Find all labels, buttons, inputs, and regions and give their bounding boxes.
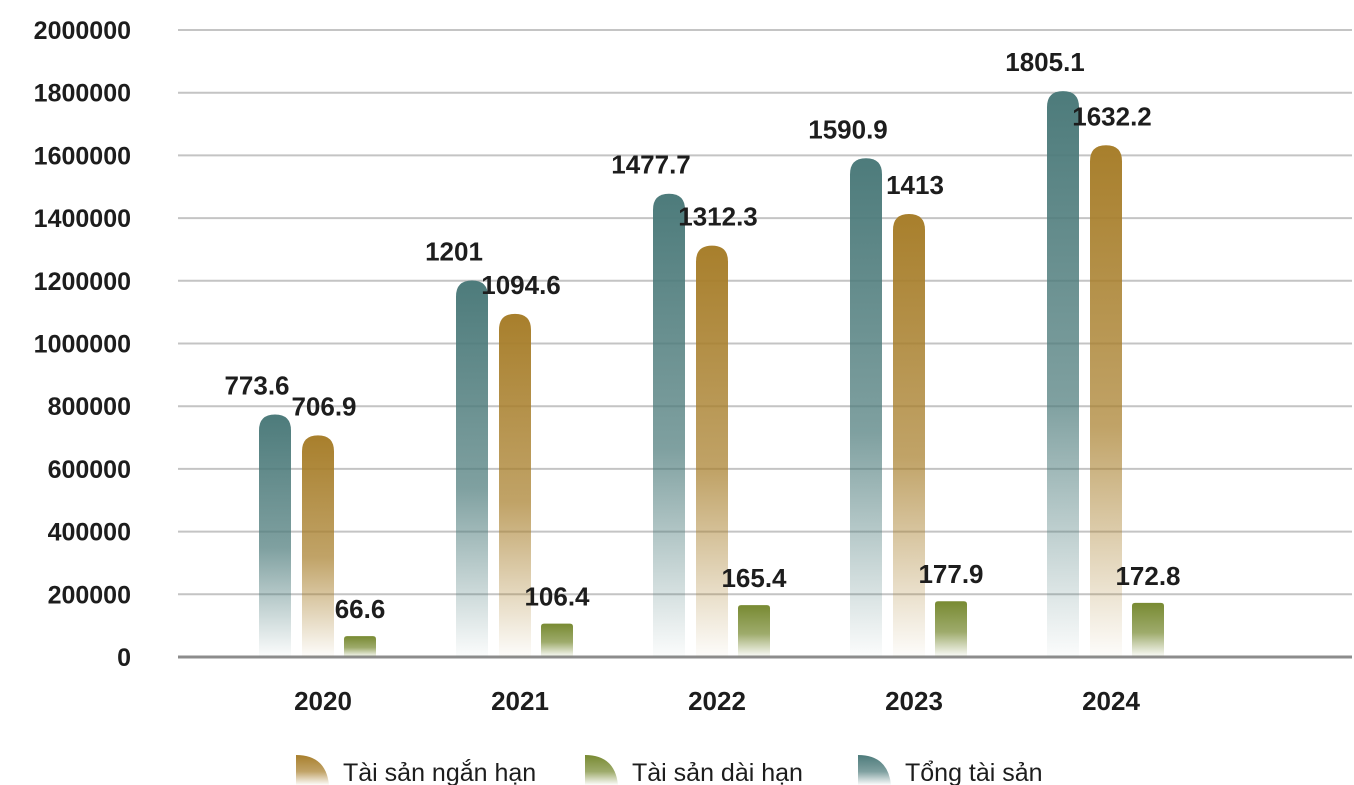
x-tick-label: 2021 <box>491 686 549 716</box>
x-tick-label: 2024 <box>1082 686 1140 716</box>
data-label-tong-tai-san-2022: 1477.7 <box>611 150 691 180</box>
y-tick-label: 1600000 <box>34 142 131 170</box>
y-tick-label: 1800000 <box>34 80 131 108</box>
data-label-tong-tai-san-2020: 773.6 <box>224 370 289 400</box>
data-label-tai-san-dai-han-2020: 66.6 <box>335 594 386 624</box>
data-label-tong-tai-san-2024: 1805.1 <box>1005 47 1085 77</box>
x-tick-label: 2020 <box>294 686 352 716</box>
bar-tai-san-ngan-han-2022 <box>696 245 728 658</box>
bar-tong-tai-san-2023 <box>850 158 882 657</box>
bar-tong-tai-san-2022 <box>653 193 685 658</box>
legend-label-tong-tai-san: Tổng tài sản <box>905 759 1043 785</box>
x-tick-label: 2022 <box>688 686 746 716</box>
bar-tai-san-dai-han-2023 <box>935 601 967 657</box>
legend-swatch-tong-tai-san <box>858 755 891 785</box>
bar-tai-san-ngan-han-2023 <box>893 214 925 657</box>
bar-tong-tai-san-2021 <box>456 280 488 657</box>
y-tick-label: 1000000 <box>34 331 131 359</box>
data-label-tai-san-ngan-han-2024: 1632.2 <box>1072 101 1152 131</box>
y-tick-label: 1200000 <box>34 268 131 296</box>
data-label-tai-san-ngan-han-2021: 1094.6 <box>481 270 561 300</box>
y-tick-label: 600000 <box>48 456 131 484</box>
bar-tai-san-ngan-han-2020 <box>302 435 334 657</box>
y-tick-label: 200000 <box>48 581 131 609</box>
gridlines <box>178 29 1352 659</box>
bar-tai-san-dai-han-2021 <box>541 623 573 657</box>
bar-tai-san-ngan-han-2021 <box>499 313 531 657</box>
bar-tai-san-dai-han-2022 <box>738 605 770 657</box>
bar-tai-san-ngan-han-2024 <box>1090 145 1122 657</box>
data-label-tai-san-dai-han-2023: 177.9 <box>918 559 983 589</box>
data-label-tai-san-ngan-han-2020: 706.9 <box>291 391 356 421</box>
data-label-tai-san-ngan-han-2023: 1413 <box>886 170 944 200</box>
legend-swatch-tai-san-dai-han <box>585 755 618 785</box>
legend-label-tai-san-dai-han: Tài sản dài hạn <box>632 759 803 785</box>
y-tick-label: 2000000 <box>34 17 131 45</box>
y-tick-label: 1400000 <box>34 205 131 233</box>
legend-swatch-tai-san-ngan-han <box>296 755 329 785</box>
data-label-tong-tai-san-2023: 1590.9 <box>808 114 888 144</box>
y-tick-label: 400000 <box>48 519 131 547</box>
y-axis-ticks: 0 200000 400000 600000 800000 1000000 1200000 1… <box>34 17 131 672</box>
legend: Tài sản ngắn hạn Tài sản dài hạn Tổng tài … <box>296 755 1043 785</box>
x-axis-ticks: 2020 2021 2022 2023 2024 <box>294 686 1140 716</box>
data-label-tai-san-ngan-han-2022: 1312.3 <box>678 202 758 232</box>
bars <box>259 91 1164 658</box>
x-tick-label: 2023 <box>885 686 943 716</box>
y-tick-label: 0 <box>117 644 131 672</box>
data-label-tai-san-dai-han-2021: 106.4 <box>524 582 590 612</box>
y-tick-label: 800000 <box>48 393 131 421</box>
bar-tong-tai-san-2024 <box>1047 91 1079 658</box>
legend-label-tai-san-ngan-han: Tài sản ngắn hạn <box>343 758 536 785</box>
data-label-tai-san-dai-han-2022: 165.4 <box>721 563 787 593</box>
data-label-tong-tai-san-2021: 1201 <box>425 236 483 266</box>
bar-tong-tai-san-2020 <box>259 414 291 657</box>
bar-tai-san-dai-han-2020 <box>344 636 376 657</box>
bar-tai-san-dai-han-2024 <box>1132 602 1164 657</box>
data-label-tai-san-dai-han-2024: 172.8 <box>1115 561 1180 591</box>
